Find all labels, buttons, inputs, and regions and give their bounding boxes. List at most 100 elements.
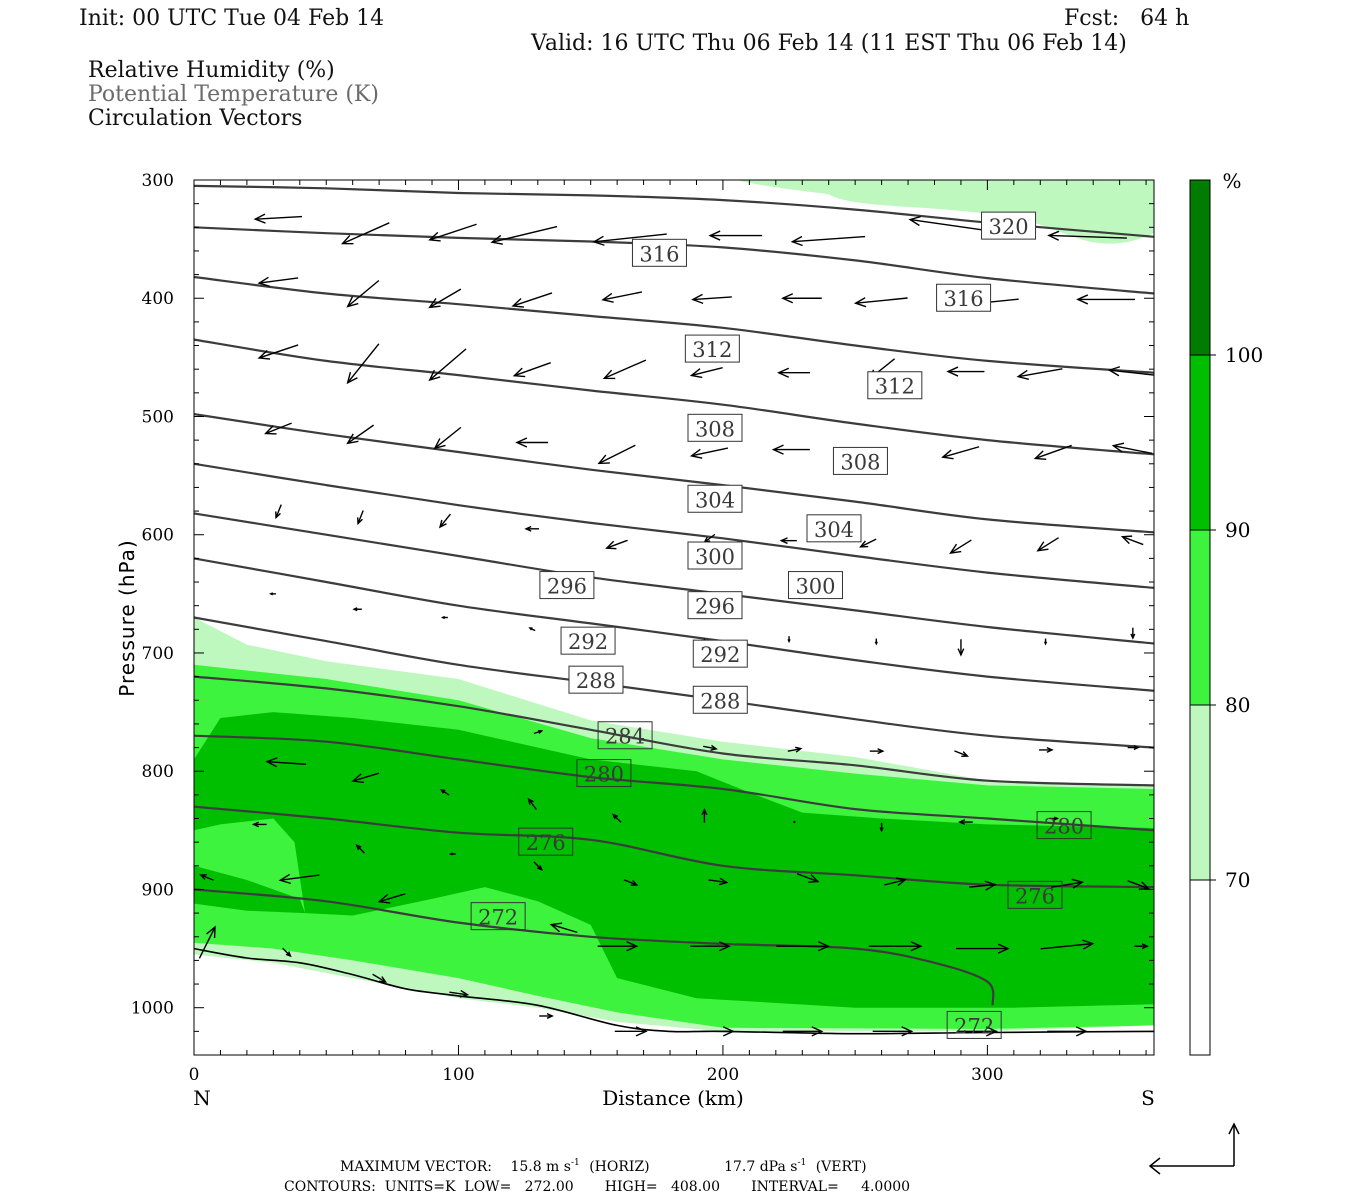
vector-shaft (606, 539, 628, 549)
contours-info-line: CONTOURS: UNITS=K LOW= 272.00 HIGH= 408.… (284, 1179, 910, 1195)
circulation-vector (597, 941, 639, 952)
circulation-vector (796, 873, 820, 883)
vector-head (718, 941, 731, 952)
x-endpoint-left: N (193, 1086, 211, 1110)
circulation-vector (601, 291, 643, 303)
vector-shaft (1051, 881, 1083, 889)
contour-label-300: 300 (687, 541, 743, 570)
vector-head (512, 367, 526, 378)
circulation-vector (346, 343, 380, 385)
theta-contour-308 (194, 338, 1154, 456)
y-tick-label: 300 (142, 171, 174, 191)
vector-head (984, 880, 997, 891)
theta-contour-280 (194, 734, 1154, 832)
contour-label-308: 308 (687, 413, 743, 442)
vector-dot (793, 820, 796, 824)
circulation-vector (449, 989, 470, 998)
circulation-vector (1134, 943, 1149, 950)
circulation-vector (448, 852, 456, 856)
contour-label-text: 288 (700, 689, 740, 713)
circulation-vector (549, 922, 578, 934)
vector-head (1141, 943, 1149, 950)
vector-head (626, 941, 639, 952)
vector-shaft (259, 277, 299, 284)
contour-label-320: 320 (981, 211, 1037, 240)
contour-label-box (1007, 880, 1063, 909)
circulation-vector (869, 748, 885, 755)
vector-shaft (792, 235, 866, 243)
colorbar-band-70 (1190, 705, 1210, 880)
contour-label-312: 312 (684, 334, 740, 363)
circulation-vector (1130, 627, 1136, 640)
terrain-surface-line (194, 947, 1154, 1035)
circulation-vector (612, 813, 622, 823)
circulation-vector (597, 444, 636, 465)
forecast-hour: Fcst: 64 h (1064, 6, 1190, 31)
circulation-vector (352, 607, 362, 612)
contour-label-text: 304 (695, 488, 735, 512)
vector-head (1071, 878, 1085, 889)
vector-shaft (551, 923, 578, 934)
theta-contours (194, 184, 1154, 1035)
vector-shaft (512, 292, 553, 307)
vector-shaft (954, 750, 968, 757)
circulation-vector (703, 744, 718, 751)
vector-head (957, 648, 965, 657)
circulation-vector (346, 279, 380, 308)
vector-head (257, 350, 271, 360)
circulation-vector (957, 1026, 999, 1037)
circulation-vector (265, 757, 307, 768)
contour-label-text: 308 (695, 417, 735, 441)
circulation-vector (1047, 1026, 1088, 1037)
vector-head (777, 367, 790, 378)
vector-head (908, 215, 921, 227)
vector-head (549, 922, 563, 933)
theta-contour-296 (194, 512, 1154, 645)
vector-shaft (1018, 368, 1063, 378)
theta-contour-300 (194, 462, 1154, 589)
vector-head (958, 819, 966, 826)
vector-head (986, 1026, 999, 1037)
contour-label-box (687, 591, 743, 620)
vector-head (438, 519, 447, 529)
vector-head (278, 873, 291, 885)
contour-label-text: 316 (639, 242, 679, 266)
vector-shaft (347, 343, 380, 384)
circulation-vector (377, 893, 406, 904)
vector-shaft (379, 893, 406, 903)
vector-shaft (598, 444, 636, 465)
circulation-vector (1049, 816, 1060, 821)
vector-shaft (491, 225, 558, 243)
vector-shaft (352, 772, 380, 782)
vector-head (710, 744, 718, 751)
colorbar: % 70 80 90 100 (1189, 169, 1263, 1056)
contour-label-300: 300 (787, 571, 843, 600)
vector-head (946, 366, 959, 377)
x-tick-label: 0 (189, 1065, 200, 1085)
contour-label-box (1036, 811, 1092, 840)
circulation-vector (198, 925, 216, 959)
vector-head (357, 517, 363, 526)
vector-head (490, 234, 503, 245)
vector-shaft (950, 539, 972, 554)
x-tick-label: 300 (971, 1065, 1003, 1085)
circulation-vector (1051, 878, 1085, 889)
vector-shaft (429, 288, 462, 308)
contour-label-text: 304 (814, 518, 854, 542)
colorbar-band-90 (1190, 355, 1210, 530)
vector-head (722, 1026, 735, 1037)
circulation-vector (539, 1013, 554, 1019)
circulation-vector (969, 880, 997, 891)
vector-head (691, 293, 704, 305)
theta-contour-312 (194, 275, 1154, 374)
theta-contour-284 (194, 675, 1154, 787)
circulation-vector (1111, 442, 1153, 455)
vector-head (440, 615, 446, 620)
contour-label-box (684, 334, 740, 363)
vector-head (708, 230, 721, 241)
vector-shaft (1037, 537, 1059, 552)
circulation-vector (787, 636, 791, 644)
contour-label-box (806, 514, 862, 543)
circulation-vector (199, 874, 214, 881)
circulation-vector (708, 230, 763, 241)
